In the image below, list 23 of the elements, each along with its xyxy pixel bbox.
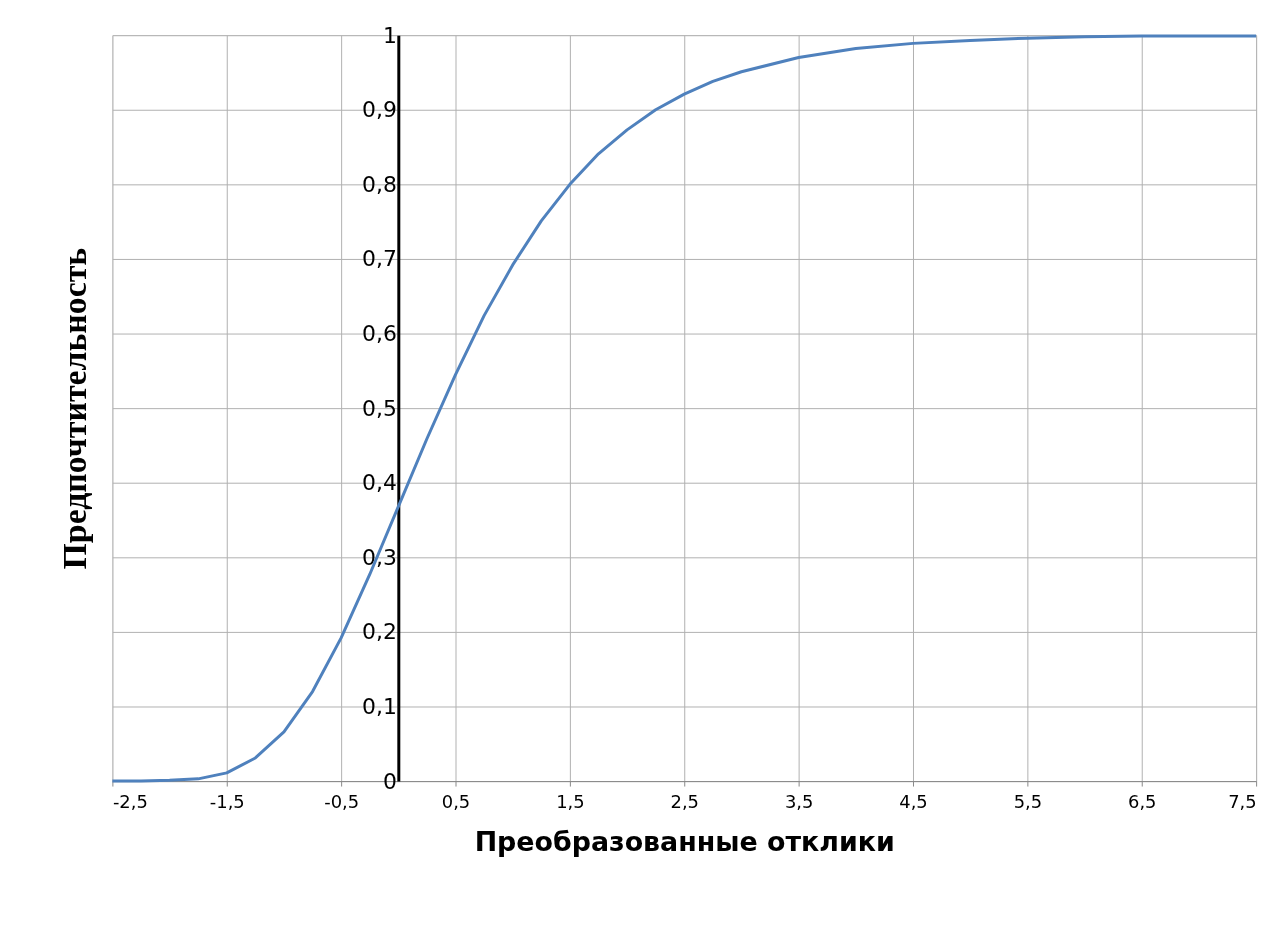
x-tick-label: 0,5 [441,791,471,813]
y-tick-label: 0 [382,768,397,794]
x-axis-title: Преобразованные отклики [474,826,895,858]
x-tick-label: 6,5 [1128,791,1157,813]
y-tick-label: 0,5 [362,395,397,421]
x-tick-label: 1,5 [556,791,585,813]
x-tick-label: 2,5 [670,791,699,813]
x-tick-label: 5,5 [1013,791,1043,813]
y-tick-label: 0,9 [362,97,397,123]
x-tick-label: 7,5 [1228,791,1257,813]
y-tick-label: 0,6 [362,321,397,346]
y-tick-label: 0,2 [362,619,397,645]
y-tick-label: 0,8 [362,171,397,197]
y-tick-label: 0,7 [362,246,397,272]
y-axis-title: Предпочтительность [56,247,94,570]
x-tick-label: 4,5 [899,791,928,813]
x-tick-label: 3,5 [784,791,814,813]
x-tick-label: -0,5 [324,791,360,813]
y-tick-label: 1 [382,22,397,48]
x-tick-label: -2,5 [112,791,148,813]
y-tick-label: 0,4 [362,470,397,496]
x-tick-label: -1,5 [209,791,245,813]
y-tick-label: 0,1 [362,693,397,719]
